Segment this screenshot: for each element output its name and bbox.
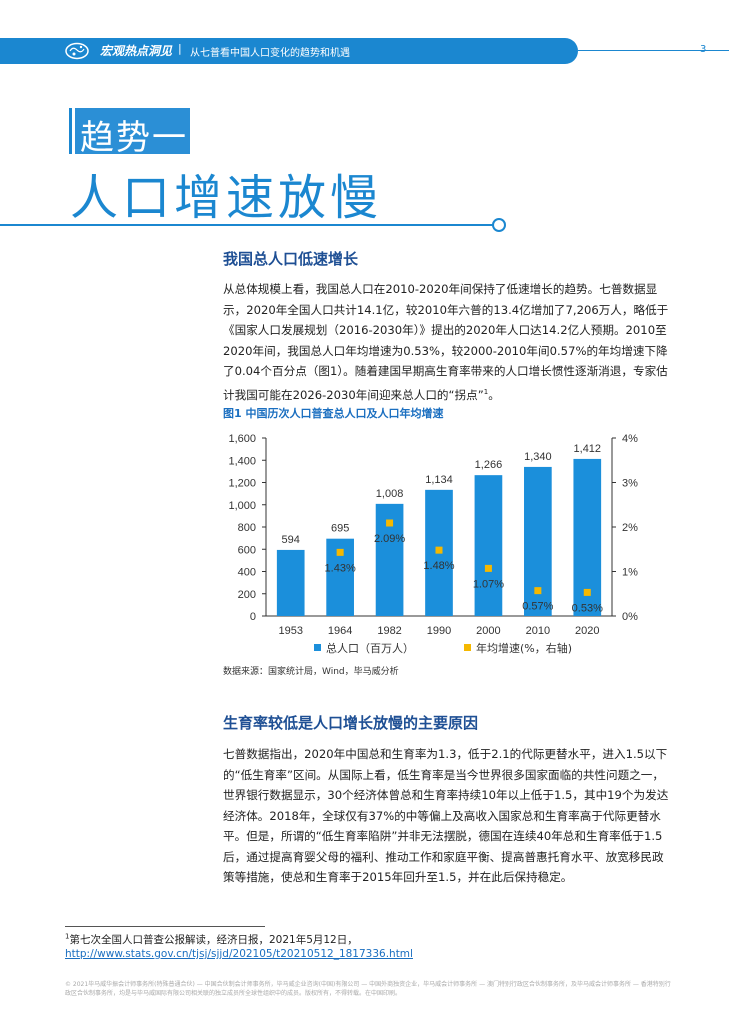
page-number: 3 [700, 44, 707, 55]
legend-label-rate: 年均增速(%，右轴) [476, 641, 572, 655]
x-tick-label: 1964 [328, 625, 352, 637]
section-rule-dot [492, 218, 506, 232]
figure-title: 图1 中国历次人口普查总人口及人口年均增速 [223, 407, 444, 420]
footnote-source: 第七次全国人口普查公报解读，经济日报，2021年5月12日， [69, 934, 358, 946]
heading-population-growth: 我国总人口低速增长 [223, 250, 359, 268]
bar-value-label: 1,340 [524, 451, 552, 463]
x-tick-label: 2000 [476, 625, 500, 637]
bar-value-label: 1,134 [425, 474, 453, 486]
paragraph-population-growth: 从总体规模上看，我国总人口在2010-2020年间保持了低速增长的趋势。七普数据… [223, 279, 673, 405]
section-rule [0, 224, 494, 226]
footnote-text: 1第七次全国人口普查公报解读，经济日报，2021年5月12日， [65, 932, 358, 947]
paragraph-fertility: 七普数据指出，2020年中国总和生育率为1.3，低于2.1的代际更替水平，进入1… [223, 747, 669, 884]
y-right-tick-label: 0% [622, 611, 638, 623]
rate-value-label: 0.57% [522, 601, 553, 613]
rate-value-label: 1.07% [473, 578, 504, 590]
header-title: 宏观热点洞见 [100, 44, 173, 58]
section-title: 人口增速放慢 [70, 170, 383, 226]
brain-logo-icon [65, 42, 89, 60]
y-left-tick-label: 1,400 [228, 455, 256, 467]
y-left-tick-label: 1,200 [228, 478, 256, 490]
x-tick-label: 1982 [377, 625, 401, 637]
footnote-rule [65, 926, 265, 927]
figure-source: 数据来源：国家统计局，Wind，毕马威分析 [223, 667, 399, 677]
rate-value-label: 1.43% [325, 562, 356, 574]
x-tick-label: 2020 [575, 625, 599, 637]
rate-marker [583, 588, 591, 596]
header-bar: 宏观热点洞见 | 从七普看中国人口变化的趋势和机遇 [0, 38, 578, 64]
y-right-tick-label: 2% [622, 522, 638, 534]
footnote-mark: 1 [65, 932, 70, 941]
bar-value-label: 1,008 [376, 488, 404, 500]
y-left-tick-label: 1,600 [228, 433, 256, 445]
bar-value-label: 594 [282, 534, 300, 546]
y-left-tick-label: 0 [250, 611, 256, 623]
rate-marker [435, 546, 443, 554]
y-right-tick-label: 1% [622, 567, 638, 579]
y-right-tick-label: 3% [622, 478, 638, 490]
rate-marker [534, 587, 542, 595]
y-left-tick-label: 200 [238, 589, 256, 601]
bar-value-label: 1,412 [574, 443, 602, 455]
copyright-footer: © 2021毕马威华振会计师事务所(特殊普通合伙) — 中国合伙制会计师事务所，… [65, 981, 671, 997]
x-tick-label: 1990 [427, 625, 451, 637]
bar-value-label: 695 [331, 523, 349, 535]
rate-marker [484, 564, 492, 572]
legend-label-population: 总人口（百万人） [326, 641, 414, 655]
rate-marker [336, 548, 344, 556]
section-label-box [75, 108, 190, 154]
bar-value-label: 1,266 [475, 459, 503, 471]
rate-value-label: 1.48% [423, 560, 454, 572]
bar [474, 475, 503, 616]
y-left-tick-label: 1,000 [228, 500, 256, 512]
heading-fertility: 生育率较低是人口增长放慢的主要原因 [223, 714, 479, 732]
y-left-tick-label: 800 [238, 522, 256, 534]
y-left-tick-label: 600 [238, 544, 256, 556]
x-tick-label: 1953 [278, 625, 302, 637]
header-separator: | [178, 42, 182, 55]
rate-value-label: 0.53% [572, 602, 603, 614]
footnote-reference[interactable]: 1 [483, 387, 489, 396]
bar [276, 549, 305, 616]
legend-swatch-population [314, 644, 321, 651]
population-chart: 0 200 400 600 800 1,000 1,200 1,400 1,600 0% 1% 2% 3… [228, 433, 638, 655]
rate-marker [386, 519, 394, 527]
section-label: 趋势一 [80, 118, 188, 158]
section-label-accent [69, 108, 72, 154]
header-subtitle: 从七普看中国人口变化的趋势和机遇 [190, 48, 350, 59]
paragraph-population-growth-text: 从总体规模上看，我国总人口在2010-2020年间保持了低速增长的趋势。七普数据… [223, 282, 669, 402]
y-left-tick-label: 400 [238, 567, 256, 579]
paragraph-population-growth-end: 。 [488, 387, 500, 402]
footnote-link[interactable]: http://www.stats.gov.cn/tjsj/sjjd/202105… [65, 948, 413, 960]
x-tick-label: 2010 [526, 625, 550, 637]
legend-swatch-rate [464, 644, 471, 651]
header-rule [578, 50, 729, 51]
y-right-tick-label: 4% [622, 433, 638, 445]
rate-value-label: 2.09% [374, 533, 405, 545]
